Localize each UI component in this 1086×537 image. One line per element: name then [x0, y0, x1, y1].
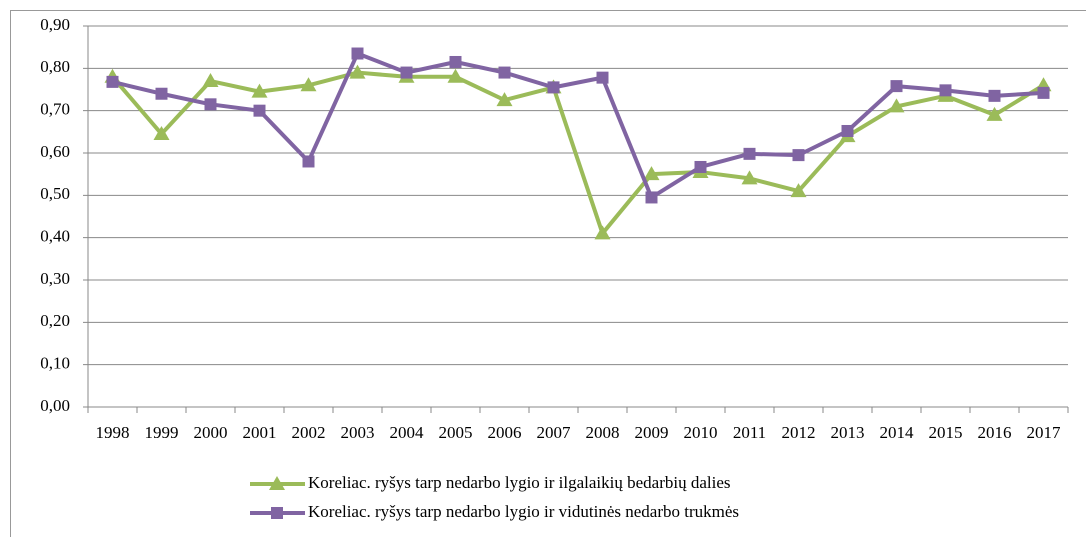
data-point: [106, 75, 119, 88]
x-tick-label: 2012: [782, 423, 816, 442]
data-point: [988, 89, 1001, 102]
x-tick-label: 2001: [243, 423, 277, 442]
data-point: [302, 155, 315, 168]
data-point: [447, 68, 464, 83]
data-point: [888, 98, 905, 113]
x-tick-label: 1999: [145, 423, 179, 442]
data-point: [743, 147, 756, 160]
x-tick-label: 2009: [635, 423, 669, 442]
legend-label: Koreliac. ryšys tarp nedarbo lygio ir il…: [308, 473, 731, 492]
data-point: [841, 124, 854, 137]
x-tick-label: 2016: [978, 423, 1012, 442]
data-point: [741, 170, 758, 185]
data-point: [496, 92, 513, 107]
data-point: [349, 64, 366, 79]
data-point: [547, 81, 560, 94]
x-tick-label: 2013: [831, 423, 865, 442]
data-point: [939, 84, 952, 97]
data-point: [449, 55, 462, 68]
data-point: [251, 83, 268, 98]
data-point: [694, 160, 707, 173]
x-tick-label: 2006: [488, 423, 522, 442]
legend-label: Koreliac. ryšys tarp nedarbo lygio ir vi…: [308, 502, 739, 521]
y-tick-label: 0,90: [40, 15, 70, 34]
x-tick-label: 2015: [929, 423, 963, 442]
data-point: [155, 87, 168, 100]
y-tick-label: 0,80: [40, 57, 70, 76]
y-tick-label: 0,10: [40, 354, 70, 373]
data-point: [790, 183, 807, 198]
x-tick-label: 2000: [194, 423, 228, 442]
data-point: [1037, 86, 1050, 99]
y-tick-label: 0,20: [40, 311, 70, 330]
data-point: [253, 104, 266, 117]
data-point: [645, 191, 658, 204]
data-point: [596, 71, 609, 84]
x-tick-label: 2004: [390, 423, 425, 442]
data-point: [594, 225, 611, 240]
series-line: [110, 70, 1045, 236]
data-point: [202, 73, 219, 88]
data-point: [300, 77, 317, 92]
x-tick-label: 1998: [96, 423, 130, 442]
x-tick-label: 2011: [733, 423, 766, 442]
data-point: [643, 166, 660, 181]
chart-frame: [10, 10, 1086, 537]
data-point: [204, 98, 217, 111]
legend-marker: [269, 476, 285, 490]
y-tick-label: 0,00: [40, 396, 70, 415]
x-tick-label: 2007: [537, 423, 572, 442]
x-tick-label: 2002: [292, 423, 326, 442]
y-tick-label: 0,70: [40, 100, 70, 119]
data-point: [498, 66, 511, 79]
y-tick-label: 0,40: [40, 227, 70, 246]
legend-marker: [271, 507, 283, 519]
data-point: [400, 66, 413, 79]
data-point: [792, 149, 805, 162]
y-tick-label: 0,50: [40, 184, 70, 203]
y-tick-label: 0,60: [40, 142, 70, 161]
data-point: [153, 125, 170, 140]
y-tick-label: 0,30: [40, 269, 70, 288]
series-line: [112, 51, 1044, 200]
data-point: [890, 80, 903, 93]
data-point: [986, 106, 1003, 121]
x-tick-label: 2008: [586, 423, 620, 442]
x-tick-label: 2010: [684, 423, 718, 442]
x-tick-label: 2014: [880, 423, 915, 442]
x-tick-label: 2017: [1027, 423, 1062, 442]
x-tick-label: 2003: [341, 423, 375, 442]
x-tick-label: 2005: [439, 423, 473, 442]
data-point: [351, 47, 364, 60]
